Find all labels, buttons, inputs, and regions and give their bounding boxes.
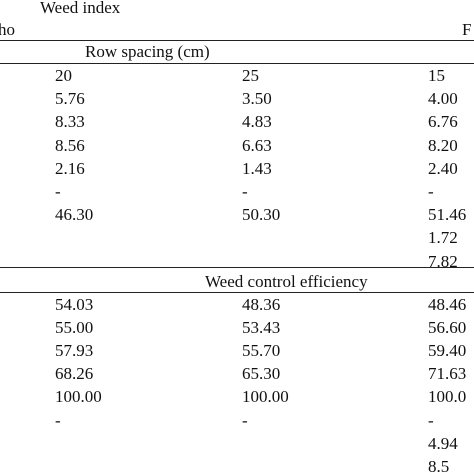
table-cell: 55.70 xyxy=(242,341,281,361)
table-cell: 2.16 xyxy=(55,158,85,178)
table-cell: 46.30 xyxy=(55,205,94,225)
table-cell: 20 xyxy=(55,66,72,85)
section-title: Weed control efficiency xyxy=(205,272,368,291)
column-header: F xyxy=(462,20,472,39)
table-cell: 4.94 xyxy=(428,433,458,453)
rule xyxy=(0,267,474,268)
table-cell: - xyxy=(55,410,61,430)
rule xyxy=(0,292,474,293)
section-title: Row spacing (cm) xyxy=(85,42,210,61)
table-cell: 3.50 xyxy=(242,89,272,109)
table-cell: 7.82 xyxy=(428,251,458,271)
table-cell: 4.83 xyxy=(242,112,272,132)
table-cell: 8.56 xyxy=(55,135,85,155)
column-header: ho xyxy=(0,20,15,39)
table-cell: 59.40 xyxy=(428,341,467,361)
table-cell: 50.30 xyxy=(242,205,281,225)
table-cell: 71.63 xyxy=(428,364,467,384)
table-cell: 1.43 xyxy=(242,158,272,178)
table-cell: 56.60 xyxy=(428,318,467,338)
table-cell: 54.03 xyxy=(55,295,94,314)
table-caption: Weed index xyxy=(40,0,121,17)
table-cell: 68.26 xyxy=(55,364,94,384)
rule xyxy=(0,40,474,41)
table-cell: 15 xyxy=(428,66,445,85)
table-cell: 51.46 xyxy=(428,205,467,225)
table-cell: 48.36 xyxy=(242,295,281,314)
table-cell: 6.63 xyxy=(242,135,272,155)
table-cell: - xyxy=(428,410,434,430)
table-cell: 55.00 xyxy=(55,318,94,338)
table-cell: - xyxy=(428,182,434,201)
table-cell: 25 xyxy=(242,66,259,85)
table-cell: 1.72 xyxy=(428,228,458,248)
table-cell: 100.00 xyxy=(242,387,289,407)
table-cell: - xyxy=(242,410,248,430)
table-cell: 8.5 xyxy=(428,456,450,474)
table-cell: 48.46 xyxy=(428,295,467,314)
table-cell: 5.76 xyxy=(55,89,85,109)
table-cell: 6.76 xyxy=(428,112,458,132)
table-cell: 8.20 xyxy=(428,135,458,155)
table-cell: 100.00 xyxy=(55,387,102,407)
table-cell: 4.00 xyxy=(428,89,458,109)
rule xyxy=(0,63,474,64)
table-cell: 8.33 xyxy=(55,112,85,132)
table-cell: - xyxy=(242,182,248,201)
table-cell: 57.93 xyxy=(55,341,94,361)
table-cell: 65.30 xyxy=(242,364,281,384)
table-cell: - xyxy=(55,182,61,201)
table-cell: 2.40 xyxy=(428,158,458,178)
table-cell: 100.0 xyxy=(428,387,467,407)
table-cell: 53.43 xyxy=(242,318,281,338)
